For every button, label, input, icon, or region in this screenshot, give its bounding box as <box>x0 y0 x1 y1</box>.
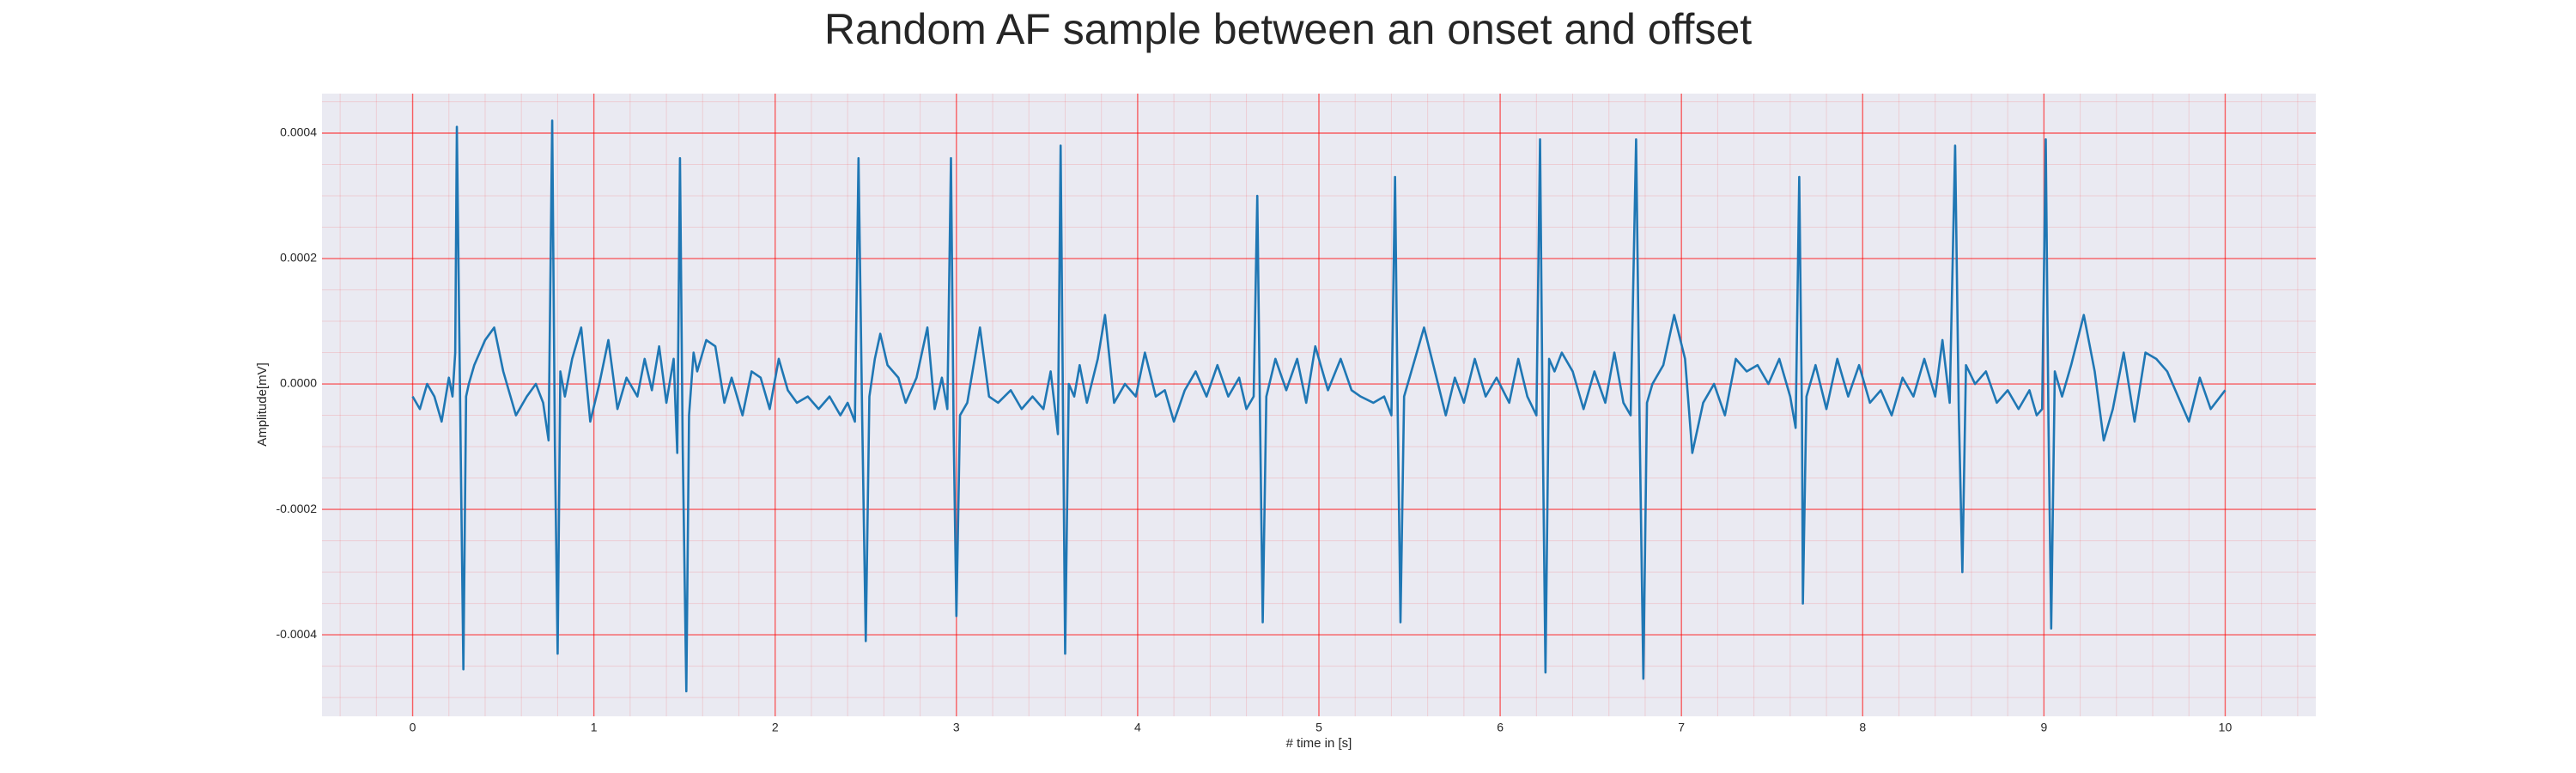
y-tick-label: 0.0000 <box>280 376 317 390</box>
x-tick-label: 7 <box>1678 721 1685 734</box>
x-tick-label: 0 <box>410 721 416 734</box>
x-tick-label: 8 <box>1859 721 1866 734</box>
x-tick-label: 4 <box>1134 721 1141 734</box>
x-tick-label: 9 <box>2040 721 2047 734</box>
y-axis-label: Amplitude[mV] <box>255 362 270 447</box>
signal-line <box>411 119 2227 693</box>
x-tick-label: 3 <box>953 721 960 734</box>
x-axis-label: # time in [s] <box>1286 736 1352 751</box>
chart-title: Random AF sample between an onset and of… <box>824 5 1752 53</box>
y-tick-label: 0.0002 <box>280 251 317 265</box>
x-tick-label: 5 <box>1315 721 1322 734</box>
y-tick-label: -0.0002 <box>276 502 318 515</box>
x-tick-label: 2 <box>772 721 779 734</box>
y-tick-label: -0.0004 <box>276 627 318 641</box>
marks <box>411 119 2227 693</box>
x-tick-label: 10 <box>2219 721 2233 734</box>
x-tick-label: 6 <box>1497 721 1504 734</box>
y-tick-label: 0.0004 <box>280 125 317 139</box>
labels: 0 1 2 3 4 5 6 7 8 9 10 -0.0004 -0.0002 0.0000 0.0002 0.… <box>276 125 2233 734</box>
x-tick-label: 1 <box>591 721 598 734</box>
